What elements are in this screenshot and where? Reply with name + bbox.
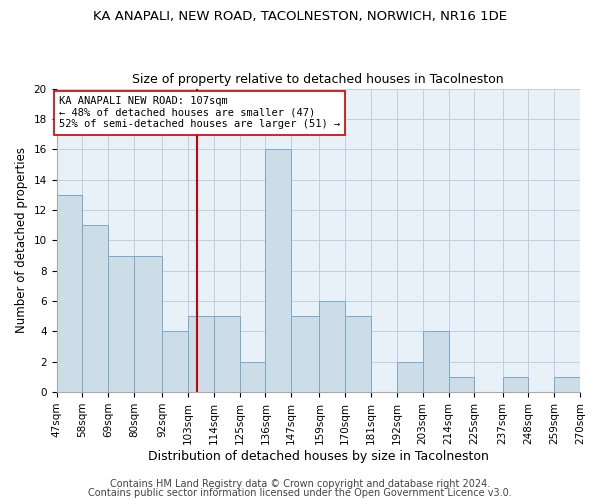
Bar [423,332,449,392]
Title: Size of property relative to detached houses in Tacolneston: Size of property relative to detached ho… [133,73,504,86]
Bar [503,377,529,392]
Bar [162,332,188,392]
Bar [82,225,108,392]
Bar [108,256,134,392]
Bar [319,301,345,392]
Text: Contains public sector information licensed under the Open Government Licence v3: Contains public sector information licen… [88,488,512,498]
Bar [291,316,319,392]
Bar [345,316,371,392]
Bar [214,316,239,392]
Text: KA ANAPALI, NEW ROAD, TACOLNESTON, NORWICH, NR16 1DE: KA ANAPALI, NEW ROAD, TACOLNESTON, NORWI… [93,10,507,23]
Bar [56,195,82,392]
Bar [397,362,423,392]
Bar [265,150,291,392]
Text: KA ANAPALI NEW ROAD: 107sqm
← 48% of detached houses are smaller (47)
52% of sem: KA ANAPALI NEW ROAD: 107sqm ← 48% of det… [59,96,340,130]
Bar [134,256,162,392]
Text: Contains HM Land Registry data © Crown copyright and database right 2024.: Contains HM Land Registry data © Crown c… [110,479,490,489]
Bar [188,316,214,392]
Bar [554,377,580,392]
Bar [239,362,265,392]
Bar [449,377,475,392]
X-axis label: Distribution of detached houses by size in Tacolneston: Distribution of detached houses by size … [148,450,489,462]
Y-axis label: Number of detached properties: Number of detached properties [15,148,28,334]
